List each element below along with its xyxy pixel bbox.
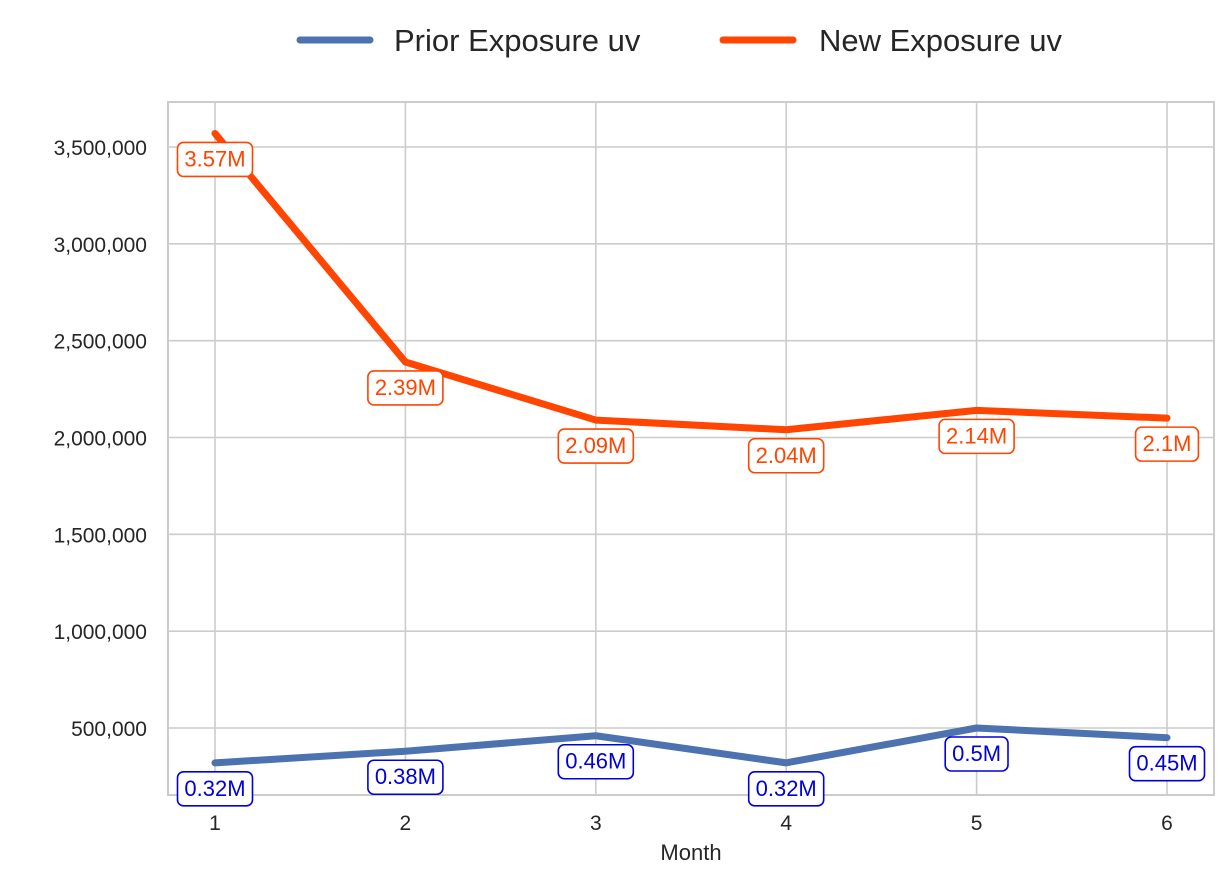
data-label-text: 3.57M — [184, 146, 245, 171]
y-tick-label: 2,500,000 — [54, 331, 147, 354]
data-labels: 0.32M 0.38M 0.46M 0.32M 0.5M 0.45M 3.57M 2.39M 2… — [176, 141, 1206, 807]
data-label-box — [557, 743, 635, 780]
data-label-box — [176, 141, 254, 178]
x-tick-label: 1 — [209, 812, 221, 835]
data-label-box — [367, 370, 444, 406]
data-label: 0.32M — [747, 771, 825, 807]
x-tick-label: 2 — [400, 812, 412, 835]
grid-lines — [168, 102, 1214, 795]
data-label-text: 0.32M — [756, 776, 817, 801]
data-label-text: 0.32M — [184, 776, 245, 801]
data-label-text: 0.46M — [565, 749, 626, 774]
data-label-box — [938, 418, 1015, 455]
data-label-box — [747, 437, 825, 474]
y-tick-label: 2,000,000 — [54, 428, 147, 451]
data-label-box — [1134, 426, 1200, 462]
x-axis-label: Month — [660, 840, 721, 865]
legend-label: New Exposure uv — [819, 23, 1062, 58]
y-tick-label: 3,000,000 — [54, 234, 147, 257]
data-label: 2.39M — [367, 370, 444, 406]
data-label: 0.46M — [557, 743, 635, 780]
x-tick-label: 5 — [971, 812, 983, 835]
data-label-text: 2.04M — [756, 443, 817, 468]
data-label-text: 0.45M — [1136, 751, 1197, 776]
data-label-text: 2.14M — [946, 423, 1007, 448]
y-tick-label: 1,000,000 — [54, 621, 147, 644]
data-label: 0.38M — [367, 759, 444, 796]
x-axis-ticks: 1 2 3 4 5 6 — [209, 812, 1173, 835]
data-label-text: 2.1M — [1143, 431, 1192, 456]
x-tick-label: 6 — [1161, 812, 1173, 835]
data-label: 2.09M — [557, 428, 635, 464]
series-lines — [211, 129, 1171, 767]
data-label: 0.45M — [1128, 745, 1206, 782]
legend-item-new-exposure: New Exposure uv — [719, 23, 1062, 58]
series-line-prior-exposure — [211, 724, 1171, 767]
data-label-text: 2.09M — [565, 433, 626, 458]
data-label-box — [557, 428, 635, 464]
data-label: 2.1M — [1134, 426, 1200, 462]
data-label-box — [747, 771, 825, 807]
data-label: 0.5M — [944, 736, 1009, 772]
legend: Prior Exposure uv New Exposure uv — [296, 23, 1062, 58]
data-label-text: 0.5M — [952, 741, 1001, 766]
y-tick-label: 3,500,000 — [54, 137, 147, 160]
data-label-text: 0.38M — [375, 764, 436, 789]
data-label-box — [1128, 745, 1206, 782]
data-label: 2.04M — [747, 437, 825, 474]
data-label-text: 2.39M — [375, 375, 436, 400]
series-line-new-exposure — [211, 129, 1171, 434]
x-tick-label: 4 — [780, 812, 792, 835]
legend-item-prior-exposure: Prior Exposure uv — [296, 23, 641, 58]
data-label-box — [367, 759, 444, 796]
data-label: 0.32M — [176, 771, 254, 807]
y-axis-ticks: 500,000 1,000,000 1,500,000 2,000,000 2,500,… — [54, 137, 147, 741]
data-label: 2.14M — [938, 418, 1015, 455]
legend-label: Prior Exposure uv — [394, 23, 641, 58]
y-tick-label: 500,000 — [71, 718, 147, 741]
y-tick-label: 1,500,000 — [54, 524, 147, 547]
plot-frame — [167, 101, 1215, 796]
data-label-box — [176, 771, 254, 807]
data-label: 3.57M — [176, 141, 254, 178]
data-label-box — [944, 736, 1009, 772]
x-tick-label: 3 — [590, 812, 602, 835]
